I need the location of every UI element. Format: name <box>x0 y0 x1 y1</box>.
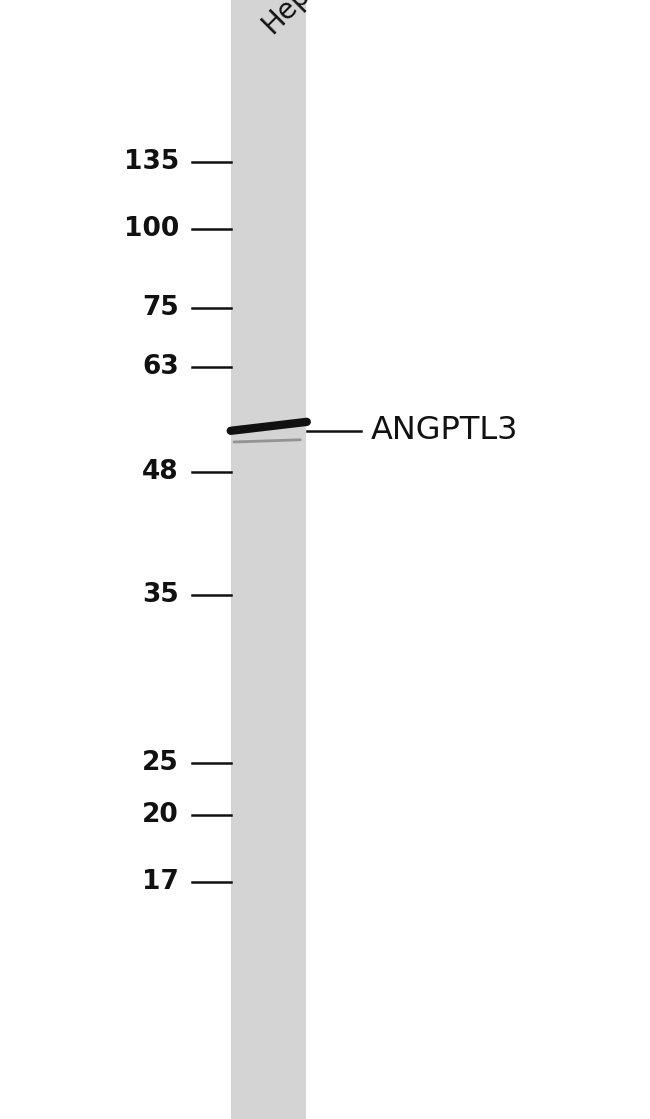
Text: 35: 35 <box>142 582 179 609</box>
Text: 135: 135 <box>124 149 179 176</box>
Text: 75: 75 <box>142 294 179 321</box>
Text: 20: 20 <box>142 801 179 828</box>
Text: 100: 100 <box>124 216 179 243</box>
Text: 63: 63 <box>142 354 179 380</box>
Text: Hepg2: Hepg2 <box>257 0 341 39</box>
Text: 25: 25 <box>142 750 179 777</box>
Text: 17: 17 <box>142 868 179 895</box>
Bar <box>231 0 306 1119</box>
Text: 48: 48 <box>142 459 179 486</box>
Text: ANGPTL3: ANGPTL3 <box>370 415 518 446</box>
